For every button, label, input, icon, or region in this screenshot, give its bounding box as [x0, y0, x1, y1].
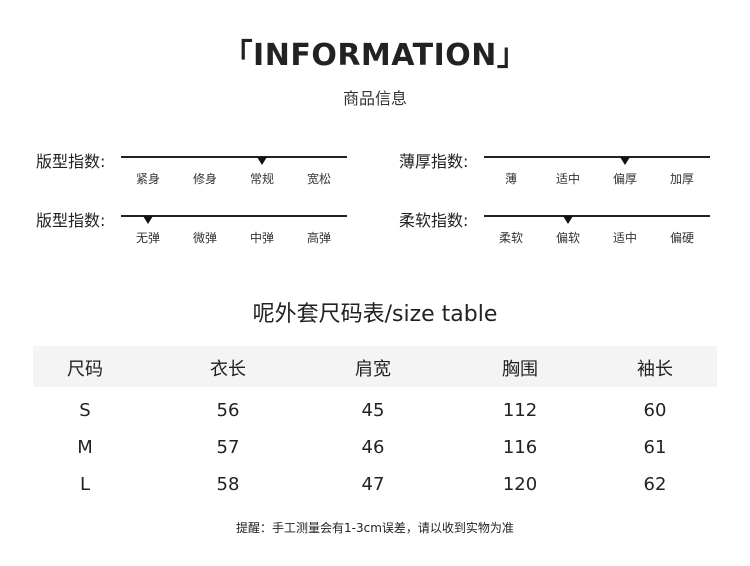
indicator-option: 适中 — [612, 231, 637, 245]
size-table-title: 呢外套尺码表/size table — [252, 302, 498, 327]
table-cell: 57 — [216, 437, 240, 458]
table-cell: 116 — [502, 437, 538, 458]
table-cell: M — [77, 437, 93, 458]
indicator-option: 偏厚 — [612, 172, 637, 186]
indicator-option: 薄 — [504, 172, 517, 186]
table-cell: S — [79, 400, 91, 421]
indicator-label: 柔软指数: — [399, 211, 469, 230]
indicator-option: 常规 — [249, 172, 274, 186]
indicator-option: 高弹 — [306, 231, 331, 245]
indicator-option: 紧身 — [135, 172, 160, 186]
indicator-scale: 柔软指数: 柔软 偏软 适中 偏硬 — [399, 205, 729, 245]
table-header-cell: 袖长 — [637, 359, 673, 380]
selected-marker-icon — [620, 157, 630, 165]
indicator-scale: 版型指数: 紧身 修身 常规 宽松 — [36, 146, 366, 186]
indicator-option: 偏软 — [555, 231, 580, 245]
selected-marker-icon — [257, 157, 267, 165]
indicator-label: 薄厚指数: — [399, 152, 469, 171]
scale-line — [484, 215, 710, 217]
indicator-option: 无弹 — [135, 231, 160, 245]
page-subtitle: 商品信息 — [342, 89, 407, 108]
table-header-cell: 尺码 — [67, 359, 103, 380]
table-header-cell: 肩宽 — [355, 359, 391, 380]
indicator-option: 柔软 — [498, 231, 523, 245]
table-cell: 58 — [216, 474, 240, 495]
table-cell: L — [79, 474, 91, 495]
indicator-option: 修身 — [192, 172, 217, 186]
table-cell: 62 — [643, 474, 667, 495]
table-cell: 45 — [361, 400, 385, 421]
indicator-option: 适中 — [555, 172, 580, 186]
indicator-label: 版型指数: — [36, 211, 106, 230]
page-title: 「INFORMATION」 — [222, 38, 528, 73]
table-cell: 47 — [361, 474, 385, 495]
table-cell: 46 — [361, 437, 385, 458]
size-table-header-bg — [33, 346, 717, 387]
table-cell: 61 — [643, 437, 667, 458]
table-cell: 120 — [502, 474, 538, 495]
indicator-option: 宽松 — [306, 172, 331, 186]
table-cell: 56 — [216, 400, 240, 421]
indicator-option: 中弹 — [249, 231, 274, 245]
selected-marker-icon — [563, 216, 573, 224]
indicator-scale: 版型指数: 无弹 微弹 中弹 高弹 — [36, 205, 366, 245]
scale-line — [484, 156, 710, 158]
indicator-label: 版型指数: — [36, 152, 106, 171]
scale-line — [121, 215, 347, 217]
table-cell: 112 — [502, 400, 538, 421]
table-header-cell: 衣长 — [210, 359, 246, 380]
scale-line — [121, 156, 347, 158]
table-header-cell: 胸围 — [502, 359, 538, 380]
indicator-option: 偏硬 — [669, 231, 694, 245]
indicator-scale: 薄厚指数: 薄 适中 偏厚 加厚 — [399, 146, 729, 186]
indicator-option: 微弹 — [192, 231, 217, 245]
indicator-option: 加厚 — [669, 172, 694, 186]
measurement-note: 提醒：手工测量会有1-3cm误差，请以收到实物为准 — [236, 521, 514, 535]
selected-marker-icon — [143, 216, 153, 224]
table-cell: 60 — [643, 400, 667, 421]
